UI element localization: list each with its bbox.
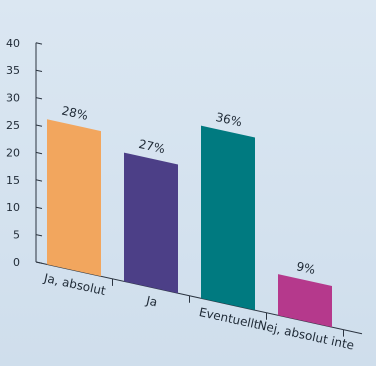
- bar: [278, 274, 332, 328]
- y-tick-label: 0: [13, 256, 20, 269]
- bar: [47, 119, 101, 277]
- y-tick: [35, 151, 43, 155]
- data-label: 28%: [60, 104, 89, 123]
- data-label: 36%: [214, 110, 243, 129]
- x-axis: [35, 261, 363, 337]
- y-tick: [35, 97, 43, 100]
- y-tick-label: 25: [6, 119, 20, 132]
- x-axis-line: [35, 261, 363, 335]
- data-label: 27%: [137, 137, 166, 156]
- y-tick: [35, 206, 43, 209]
- bars: [47, 119, 332, 328]
- y-tick-label: 20: [6, 146, 20, 159]
- y-tick-label: 10: [6, 201, 20, 214]
- data-label: 9%: [295, 259, 317, 277]
- y-tick-label: 35: [6, 64, 20, 77]
- y-tick: [35, 124, 43, 127]
- y-tick: [35, 234, 43, 237]
- data-labels: 28% 27% 36% 9%: [60, 104, 316, 278]
- y-tick: [35, 42, 43, 45]
- y-tick: [35, 179, 43, 182]
- bar: [201, 125, 255, 311]
- y-axis: 0 5 10 15 20 25 30 35 40: [6, 37, 43, 269]
- category-label: Ja: [144, 293, 159, 309]
- y-tick-label: 15: [6, 174, 20, 187]
- y-tick: [35, 69, 43, 72]
- bar: [124, 152, 178, 294]
- y-tick-label: 30: [6, 92, 20, 105]
- y-tick-label: 5: [13, 229, 20, 242]
- y-tick-label: 40: [6, 37, 20, 50]
